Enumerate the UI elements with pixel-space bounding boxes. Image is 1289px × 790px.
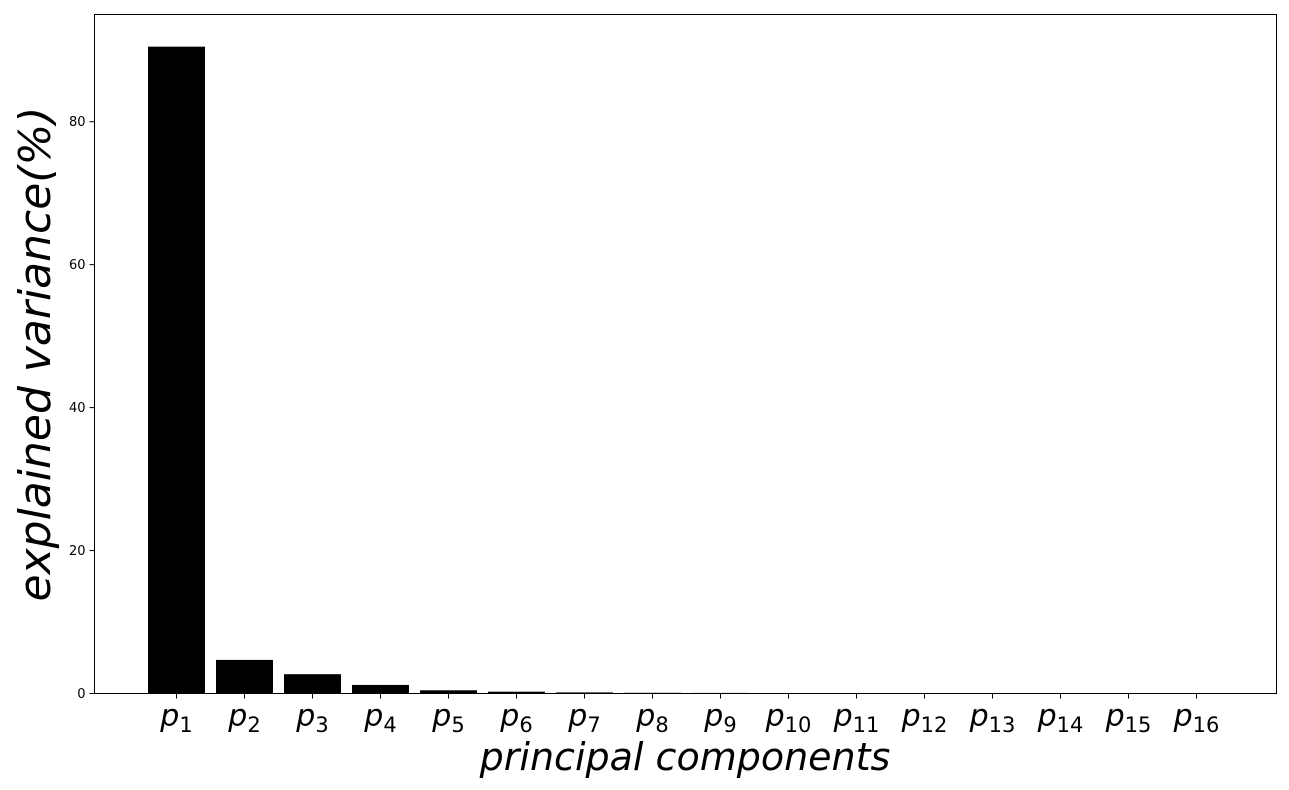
x-tick-label-base: p [833,699,853,734]
x-tick-label-subscript: 1 [179,713,192,737]
x-axis-title: principal components [479,735,891,779]
y-axis-title: explained variance(%) [10,107,61,602]
x-tick-label: p14 [1037,699,1084,737]
x-tick-label-subscript: 2 [247,713,260,737]
x-tick-label: p11 [833,699,880,737]
bar-p8 [624,692,681,694]
x-tick-label: p12 [901,699,948,737]
bar-p6 [488,691,545,694]
bar-p5 [420,690,477,694]
bars-group [148,46,1225,694]
x-axis-ticks: p1 p2 p3 p4 p5 p6 p7 p8 p9 p10 p11 p12 p13 p14 p15 p16 [159,693,1220,737]
x-tick-label-subscript: 8 [655,713,668,737]
x-tick-label: p1 [159,699,192,737]
x-tick-label-base: p [635,699,655,734]
x-tick-label: p7 [567,699,600,737]
x-tick-label-base: p [901,699,921,734]
x-tick-label-base: p [227,699,247,734]
x-tick-label-base: p [499,699,519,734]
y-axis-ticks: 0 20 40 60 80 [69,115,95,702]
y-tick-label: 0 [77,687,85,702]
x-tick-label: p4 [363,699,396,737]
x-tick-label-subscript: 4 [383,713,396,737]
x-tick-label-base: p [1037,699,1057,734]
bar-p4 [352,684,409,694]
x-tick-label-base: p [703,699,723,734]
x-tick-label-subscript: 15 [1125,713,1152,737]
x-tick-label: p15 [1105,699,1152,737]
x-tick-label: p13 [969,699,1016,737]
x-tick-label-subscript: 14 [1057,713,1084,737]
x-tick-label-subscript: 6 [519,713,532,737]
bar-p9 [692,692,749,694]
x-tick-label: p3 [295,699,328,737]
x-tick-label-base: p [295,699,315,734]
y-tick-label: 60 [69,258,86,273]
x-tick-label-subscript: 13 [989,713,1016,737]
x-tick-label: p5 [431,699,464,737]
bar-p3 [284,674,341,694]
y-tick-label: 20 [69,544,86,559]
x-tick-label-subscript: 7 [587,713,600,737]
x-tick-label-base: p [363,699,383,734]
x-tick-label-base: p [1173,699,1193,734]
x-tick-label-subscript: 9 [723,713,736,737]
bar-p2 [216,659,273,694]
x-tick-label: p2 [227,699,260,737]
plot-area-frame [94,14,1277,694]
x-tick-label-subscript: 5 [451,713,464,737]
y-tick-label: 40 [69,401,86,416]
x-tick-label: p10 [765,699,812,737]
x-tick-label: p9 [703,699,736,737]
x-tick-label-base: p [969,699,989,734]
x-tick-label-subscript: 16 [1193,713,1220,737]
x-tick-label: p6 [499,699,532,737]
bar-p1 [148,46,205,694]
y-tick-label: 80 [69,115,86,130]
x-tick-label-base: p [567,699,587,734]
x-tick-label: p16 [1173,699,1220,737]
x-tick-label-base: p [1105,699,1125,734]
x-tick-label-subscript: 10 [785,713,812,737]
x-tick-label-base: p [159,699,179,734]
x-tick-label-subscript: 12 [921,713,948,737]
x-tick-label-subscript: 11 [853,713,880,737]
x-tick-label-base: p [431,699,451,734]
x-tick-label: p8 [635,699,668,737]
x-tick-label-base: p [765,699,785,734]
bar-p7 [556,692,613,694]
x-tick-label-subscript: 3 [315,713,328,737]
